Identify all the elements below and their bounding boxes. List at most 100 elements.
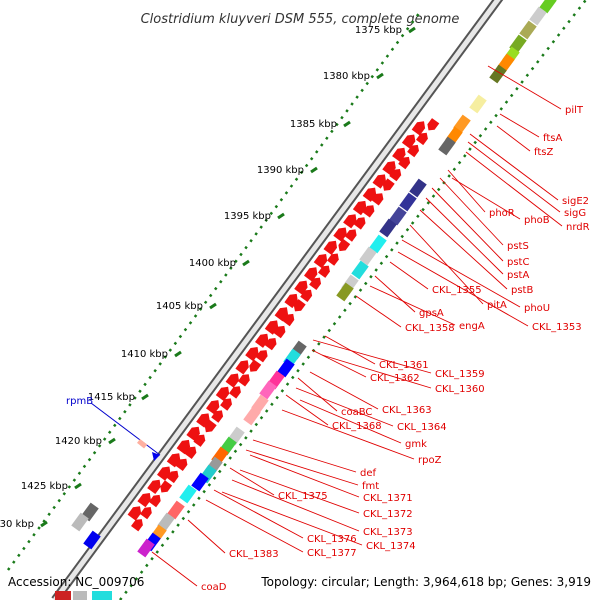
gene-block [167,500,185,520]
gene-label: pstC [507,257,529,268]
scale-tick [310,166,318,174]
leader-line [297,377,338,412]
gene-arrow [309,277,321,290]
leader-line [374,275,416,313]
gene-arrow [343,214,357,229]
gene-block [137,538,155,558]
scale-label: 1420 kbp [55,436,102,447]
gene-label: CKL_1373 [363,527,413,538]
scale-label: 1390 kbp [257,165,304,176]
rpmB-label: rpmB [66,396,93,407]
gene-arrow [300,289,313,302]
backbone-ring [51,0,504,600]
leader-line [425,197,504,275]
gene-block [469,94,487,114]
gene-arrow [372,174,386,189]
gene-label: CKL_1376 [307,534,357,545]
gene-arrow [193,434,206,447]
gene-block [351,260,369,280]
gene-label: CKL_1361 [379,360,429,371]
leader-line [239,469,360,514]
scale-label: 1385 kbp [290,119,337,130]
gene-label: nrdR [566,222,590,233]
gene-block [389,206,407,226]
gene-arrow [229,386,241,399]
leader-line [499,113,540,138]
gene-label: pstS [507,241,529,252]
gene-label: def [360,468,377,479]
scale-tick [277,212,285,220]
gene-label: CKL_1363 [382,405,432,416]
gene-label: coaBC [341,407,372,418]
gene-arrow [382,178,395,191]
leader-line [465,151,563,227]
scale-label: 1405 kbp [156,301,203,312]
gene-label: CKL_1377 [307,548,357,559]
scale-tick [343,120,351,128]
gene-label: CKL_1371 [363,493,413,504]
gene-arrow [235,360,249,375]
gene-arrow [184,446,197,459]
gene-block [83,530,101,550]
gene-label: rpoZ [418,455,442,466]
gene-arrow [160,480,173,493]
accession-text: Accession: NC_009706 [8,575,144,589]
leader-line [151,551,198,587]
gene-block [277,358,295,378]
leader-line [245,449,359,486]
gene-arrow [220,398,232,411]
gene-arrow [323,240,337,255]
gene-label: pilT [565,105,584,116]
leader-line [281,409,415,460]
gene-label: CKL_1364 [397,422,447,433]
gene-label: gpsA [419,308,444,319]
leader-line [213,489,304,539]
gene-arrow [211,410,224,423]
gene-arrow [327,253,339,266]
leader-line [295,387,394,427]
gene-arrow [282,313,295,327]
leader-line [252,439,357,473]
gene-block [409,178,427,198]
scale-label: 1380 kbp [323,71,370,82]
gene-arrow [127,506,142,521]
scale-tick [242,259,250,267]
gene-label: CKL_1360 [435,384,485,395]
scale-tick [141,393,149,401]
gene-label: CKL_1353 [532,322,582,333]
gene-arrow [398,156,411,170]
gene-label: ftsA [543,133,562,144]
gene-block [489,64,507,84]
scale-tick [408,26,416,34]
scale-label: 1415 kbp [88,392,135,403]
scale-label: 1410 kbp [121,349,168,360]
leader-line [187,519,226,554]
leader-line [311,349,367,378]
scale-tick [108,437,116,445]
leader-line [389,261,429,290]
gene-label: gmk [405,439,427,450]
rpmB-marker: rpmB [66,396,161,461]
gene-block [251,394,269,414]
gene-label: CKL_1374 [366,541,416,552]
scale-label: 1425 kbp [21,481,68,492]
gene-arrow [304,267,318,282]
gene-arrow [401,134,416,149]
gene-arrow [166,470,179,484]
gene-label: pitA [487,300,507,311]
gene-arrow [140,507,152,520]
leader-line [231,479,360,532]
leader-line [355,295,402,328]
leader-line [409,224,484,305]
gene-block [519,20,537,40]
gene-arrow [137,493,151,508]
gene-arrow [411,121,426,136]
gene-label: phoU [524,303,550,314]
gene-arrow [249,359,262,372]
leader-line [431,187,504,262]
leader-line [496,125,531,152]
scale-tick [209,302,217,310]
bottom-features [55,591,112,600]
leader-line [451,177,521,220]
gene-arrow [148,494,161,508]
